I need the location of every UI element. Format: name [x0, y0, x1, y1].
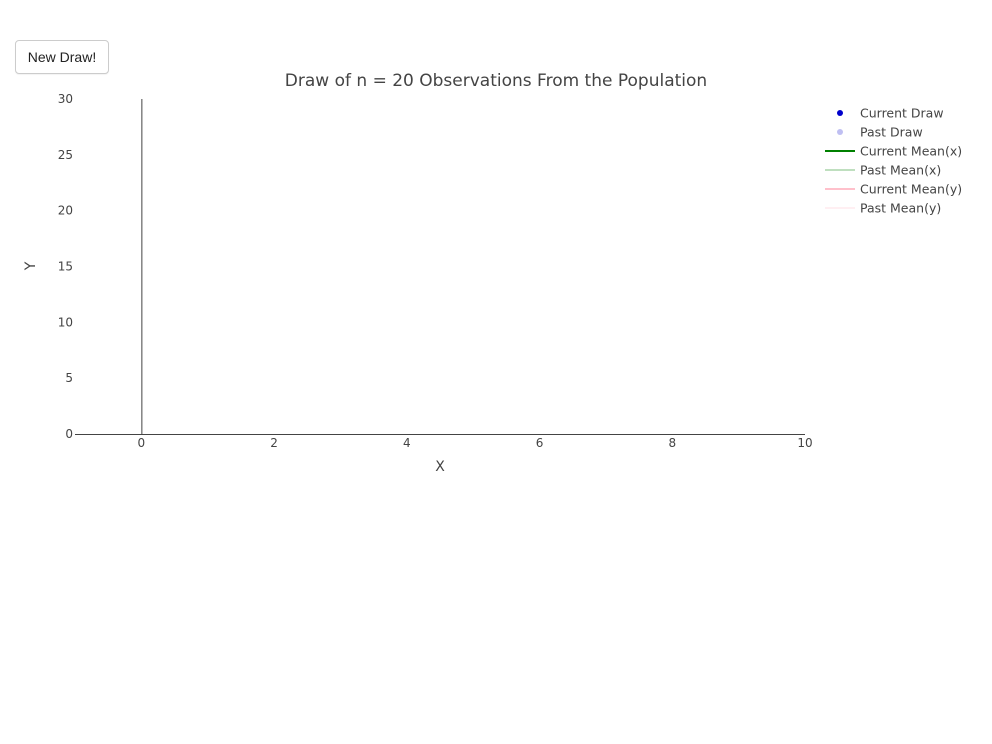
x-axis-ticks: 0 2 4 6 8 10 — [138, 436, 813, 450]
legend-item[interactable]: Current Draw — [837, 106, 944, 121]
y-tick-label: 30 — [58, 92, 73, 106]
plot-area — [75, 99, 805, 435]
legend-item[interactable]: Current Mean(x) — [825, 144, 962, 159]
legend-item[interactable]: Past Mean(x) — [825, 163, 941, 178]
legend-label: Past Mean(y) — [860, 201, 941, 216]
x-axis-title: X — [435, 459, 445, 475]
x-tick-label: 0 — [138, 436, 146, 450]
chart-title: Draw of n = 20 Observations From the Pop… — [285, 71, 707, 91]
y-tick-label: 20 — [58, 204, 73, 218]
y-tick-label: 5 — [65, 371, 73, 385]
y-tick-label: 25 — [58, 148, 73, 162]
y-tick-label: 0 — [65, 427, 73, 441]
legend-marker — [837, 110, 843, 116]
x-tick-label: 10 — [797, 436, 812, 450]
legend-label: Past Draw — [860, 125, 923, 140]
x-tick-label: 6 — [536, 436, 544, 450]
legend-label: Current Mean(y) — [860, 182, 962, 197]
y-tick-label: 10 — [58, 315, 73, 329]
new-draw-button[interactable]: New Draw! — [15, 40, 109, 74]
legend-label: Past Mean(x) — [860, 163, 941, 178]
y-axis-ticks: 0 5 10 15 20 25 30 — [58, 92, 73, 441]
x-tick-label: 4 — [403, 436, 411, 450]
x-tick-label: 8 — [668, 436, 676, 450]
x-tick-label: 2 — [270, 436, 278, 450]
legend-label: Current Draw — [860, 106, 944, 121]
y-axis-title: Y — [23, 261, 39, 271]
legend[interactable]: Current Draw Past Draw Current Mean(x) Past… — [825, 106, 962, 216]
legend-marker — [837, 129, 843, 135]
y-tick-label: 15 — [58, 260, 73, 274]
legend-item[interactable]: Current Mean(y) — [825, 182, 962, 197]
legend-label: Current Mean(x) — [860, 144, 962, 159]
legend-item[interactable]: Past Draw — [837, 125, 923, 140]
legend-item[interactable]: Past Mean(y) — [825, 201, 941, 216]
